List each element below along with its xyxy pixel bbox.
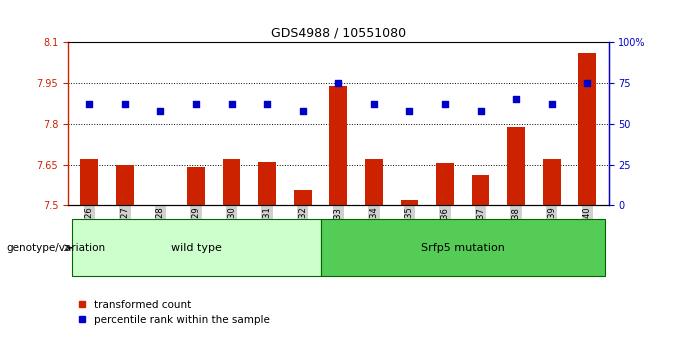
Point xyxy=(155,108,166,114)
Bar xyxy=(329,86,347,205)
Text: Srfp5 mutation: Srfp5 mutation xyxy=(421,243,505,253)
Point xyxy=(369,102,379,107)
Bar xyxy=(223,159,241,205)
Text: wild type: wild type xyxy=(171,243,222,253)
Bar xyxy=(320,219,605,276)
Point xyxy=(511,97,522,102)
Bar xyxy=(294,190,311,205)
Point xyxy=(297,108,308,114)
Point xyxy=(404,108,415,114)
Bar xyxy=(401,200,418,205)
Bar xyxy=(579,53,596,205)
Point xyxy=(439,102,450,107)
Bar xyxy=(80,159,98,205)
Bar xyxy=(116,165,134,205)
Point xyxy=(190,102,201,107)
Point xyxy=(262,102,273,107)
Bar xyxy=(507,127,525,205)
Point xyxy=(333,80,343,86)
Point xyxy=(226,102,237,107)
Point xyxy=(582,80,593,86)
Bar xyxy=(543,159,560,205)
Bar xyxy=(472,176,490,205)
Point xyxy=(84,102,95,107)
Title: GDS4988 / 10551080: GDS4988 / 10551080 xyxy=(271,27,406,40)
Bar xyxy=(187,167,205,205)
Bar xyxy=(365,159,383,205)
Legend: transformed count, percentile rank within the sample: transformed count, percentile rank withi… xyxy=(73,296,274,329)
Bar xyxy=(258,162,276,205)
Point xyxy=(120,102,131,107)
Text: genotype/variation: genotype/variation xyxy=(7,243,106,253)
Bar xyxy=(71,219,320,276)
Bar xyxy=(436,163,454,205)
Point xyxy=(475,108,486,114)
Point xyxy=(546,102,557,107)
